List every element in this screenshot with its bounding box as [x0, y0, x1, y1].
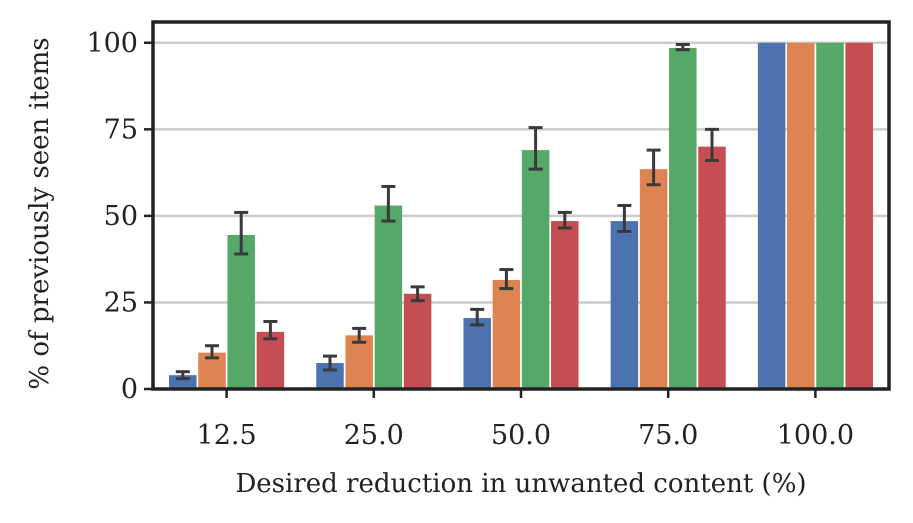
bar	[227, 234, 255, 389]
y-tick-label: 75	[104, 114, 138, 145]
x-tick-label: 75.0	[638, 420, 698, 451]
error-bar	[617, 204, 632, 233]
bar	[757, 42, 786, 389]
error-bars	[175, 43, 719, 381]
error-bar	[705, 127, 719, 162]
bars	[169, 42, 873, 389]
error-bar	[234, 210, 249, 256]
error-bar	[499, 268, 514, 291]
bar	[845, 42, 873, 389]
x-axis: 12.5 25.0 50.0 75.0 100.0	[197, 389, 854, 451]
bar	[816, 42, 844, 389]
error-bar	[528, 126, 543, 171]
error-bar	[675, 43, 690, 52]
bar	[492, 279, 521, 389]
bar	[787, 42, 815, 389]
bar	[463, 318, 491, 389]
error-bar	[352, 326, 367, 344]
y-tick-label: 25	[104, 287, 138, 318]
x-tick-label: 100.0	[777, 420, 854, 451]
bar	[669, 47, 697, 389]
error-bar	[470, 307, 485, 327]
bar	[345, 335, 373, 389]
error-bar	[410, 285, 425, 303]
error-bar	[175, 370, 190, 381]
y-axis-label: % of previously seen items	[25, 37, 55, 389]
bar	[403, 293, 432, 389]
y-tick-label: 50	[104, 201, 138, 232]
bar	[374, 205, 403, 389]
error-bar	[263, 319, 278, 341]
y-tick-label: 100	[86, 28, 138, 59]
bar	[698, 146, 726, 389]
y-axis: 0 25 50 75 100	[86, 28, 153, 405]
bar	[610, 221, 639, 389]
x-tick-label: 12.5	[197, 420, 257, 451]
bar	[551, 221, 579, 389]
error-bar	[557, 210, 572, 230]
error-bar	[381, 184, 396, 223]
bar	[521, 150, 550, 389]
x-tick-label: 25.0	[344, 420, 404, 451]
bar	[639, 169, 668, 389]
x-tick-label: 50.0	[491, 420, 551, 451]
error-bar	[205, 344, 219, 360]
x-axis-label: Desired reduction in unwanted content (%…	[235, 469, 806, 499]
error-bar	[323, 354, 337, 372]
y-tick-label: 0	[121, 374, 138, 405]
error-bar	[646, 148, 661, 187]
bar	[256, 331, 285, 389]
